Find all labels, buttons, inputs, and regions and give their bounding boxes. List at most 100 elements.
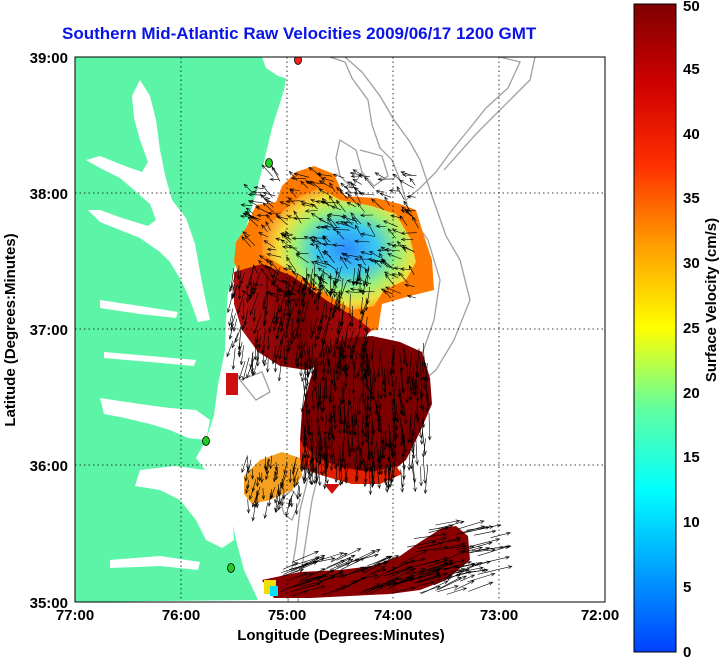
- velocity-arrow: [327, 308, 332, 322]
- velocity-arrow: [292, 471, 297, 489]
- velocity-arrow: [364, 402, 369, 429]
- velocity-arrow: [414, 559, 440, 567]
- velocity-arrow: [371, 198, 384, 211]
- velocity-arrow: [467, 572, 496, 583]
- velocity-arrow: [340, 255, 349, 270]
- velocity-arrow: [373, 259, 382, 268]
- station-marker-4: [227, 563, 235, 573]
- x-tick: 75:00: [268, 607, 306, 624]
- velocity-arrow: [309, 321, 313, 340]
- velocity-arrow: [331, 403, 335, 420]
- velocity-arrow: [380, 288, 394, 295]
- velocity-arrow: [352, 351, 358, 371]
- velocity-arrow: [300, 289, 305, 304]
- velocity-arrow: [361, 373, 365, 399]
- velocity-arrow: [368, 469, 373, 496]
- velocity-arrow: [466, 523, 502, 531]
- velocity-arrow: [361, 377, 366, 404]
- colorbar-tick: 25: [683, 320, 700, 337]
- velocity-arrow: [360, 449, 364, 465]
- velocity-arrow: [384, 247, 400, 252]
- velocity-arrow: [298, 580, 324, 588]
- velocity-arrow: [386, 242, 397, 247]
- velocity-arrow: [249, 486, 255, 501]
- velocity-arrow: [255, 476, 260, 488]
- velocity-arrow: [363, 335, 369, 353]
- velocity-arrow: [260, 472, 264, 484]
- velocity-arrow: [308, 166, 322, 177]
- velocity-arrow: [241, 456, 248, 474]
- velocity-arrow: [285, 230, 290, 239]
- velocity-arrow: [320, 226, 330, 231]
- velocity-arrow: [246, 499, 251, 514]
- velocity-arrow: [384, 469, 389, 493]
- velocity-arrow: [382, 220, 398, 228]
- chart-title: Southern Mid-Atlantic Raw Velocities 200…: [62, 24, 537, 43]
- velocity-arrow: [398, 388, 404, 417]
- velocity-arrow: [316, 382, 320, 408]
- velocity-arrow: [299, 360, 303, 377]
- velocity-arrow: [368, 389, 373, 412]
- velocity-arrow: [329, 434, 333, 459]
- velocity-arrow: [415, 380, 420, 403]
- velocity-arrow: [477, 565, 513, 575]
- velocity-arrow: [392, 586, 416, 594]
- velocity-arrow: [280, 239, 289, 246]
- velocity-arrow: [384, 430, 389, 448]
- albemarle-sound: [100, 398, 210, 440]
- velocity-arrow: [246, 266, 255, 290]
- y-tick: 36:00: [30, 458, 68, 475]
- velocity-arrow: [296, 353, 301, 369]
- velocity-arrow: [352, 169, 364, 176]
- velocity-arrow: [384, 286, 401, 294]
- velocity-arrow: [247, 192, 263, 197]
- estuary-1: [100, 300, 178, 318]
- velocity-arrow: [252, 308, 257, 322]
- velocity-arrow: [306, 410, 310, 435]
- velocity-arrow: [266, 336, 271, 351]
- velocity-arrow: [347, 330, 354, 350]
- velocity-arrow: [261, 330, 266, 354]
- velocity-arrow: [395, 403, 400, 423]
- velocity-arrow: [253, 272, 261, 292]
- velocity-arrow: [286, 215, 297, 220]
- velocity-arrow: [407, 448, 412, 471]
- velocity-arrow: [423, 464, 429, 495]
- velocity-arrow: [308, 278, 313, 294]
- velocity-arrow: [266, 253, 282, 258]
- velocity-arrow: [273, 316, 279, 332]
- delaware-bay: [262, 57, 296, 80]
- velocity-arrow: [258, 335, 262, 349]
- velocity-arrow: [294, 343, 299, 363]
- velocity-arrow: [310, 203, 318, 210]
- colorbar-label: Surface Velocity (cm/s): [703, 218, 720, 382]
- velocity-arrow: [375, 441, 381, 463]
- velocity-arrow: [300, 455, 304, 473]
- velocity-arrow: [275, 500, 280, 514]
- velocity-arrow: [320, 457, 324, 476]
- velocity-arrow: [309, 441, 314, 465]
- velocity-arrow: [346, 412, 352, 436]
- velocity-arrow: [437, 585, 459, 592]
- velocity-arrow: [269, 177, 279, 182]
- x-tick: 72:00: [581, 607, 619, 624]
- velocity-arrow: [336, 186, 349, 200]
- velocity-arrow: [368, 251, 381, 259]
- velocity-arrow: [337, 291, 341, 309]
- velocity-arrow: [288, 170, 298, 181]
- velocity-arrow: [401, 206, 412, 217]
- velocity-arrow: [273, 356, 278, 373]
- velocity-arrow: [306, 349, 310, 377]
- colorbar-tick: 15: [683, 449, 700, 466]
- velocity-arrow: [425, 380, 431, 408]
- velocity-arrow: [404, 283, 415, 288]
- velocity-arrow: [307, 268, 314, 291]
- velocity-arrow: [396, 240, 407, 253]
- velocity-arrow: [358, 289, 375, 294]
- velocity-arrow: [269, 455, 273, 470]
- velocity-arrow: [400, 231, 417, 235]
- velocity-arrow: [293, 210, 302, 224]
- velocity-arrow: [464, 546, 483, 553]
- velocity-arrow: [280, 479, 284, 490]
- x-tick: 77:00: [56, 607, 94, 624]
